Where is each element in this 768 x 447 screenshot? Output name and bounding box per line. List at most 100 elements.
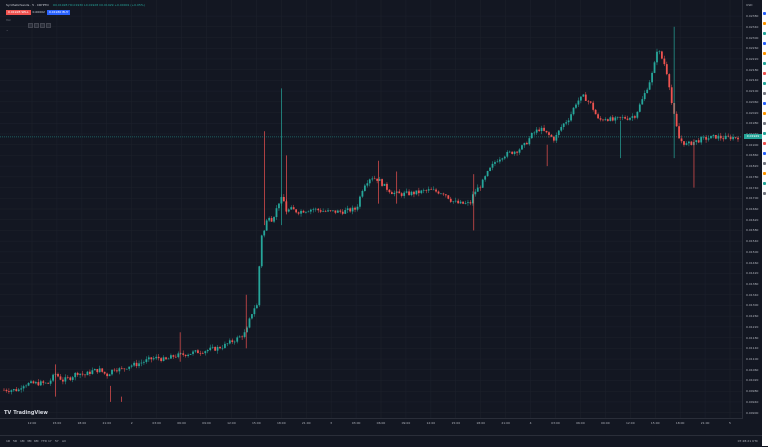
more-icon[interactable] [46,23,51,28]
candle-body [44,382,47,384]
candle-body [420,190,423,194]
collapse-legend-icon[interactable]: ^ [6,29,9,33]
settings-icon[interactable] [34,23,39,28]
candle-body [629,117,631,120]
candle-body [305,211,307,213]
sidebar-tool-icon[interactable] [763,172,766,175]
sidebar-tool-icon[interactable] [763,82,766,85]
y-tick-label: 0.02260 [746,46,759,51]
candle-body [690,141,693,146]
sidebar-tool-icon[interactable] [763,132,766,135]
sidebar-tool-icon[interactable] [763,72,766,75]
sidebar-tool-icon[interactable] [763,52,766,55]
candle-body [624,117,626,119]
chart-canvas[interactable] [0,0,742,418]
range-button-ytd[interactable]: YTD [41,439,47,443]
sidebar-tool-icon[interactable] [763,112,766,115]
sidebar-tool-icon[interactable] [763,162,766,165]
candle-body [192,351,194,354]
sidebar-tool-icon[interactable] [763,122,766,125]
candle-body [91,370,94,374]
candle-body [356,206,359,210]
y-tick-label: 0.01420 [746,271,759,276]
tradingview-logo[interactable]: TV TradingView [4,410,48,416]
candle-body [538,129,541,132]
candle-body [403,192,406,196]
range-button-1d[interactable]: 1D [6,439,11,443]
candle-body [700,137,703,143]
candle-body [457,200,460,204]
sidebar-tool-icon[interactable] [763,192,766,195]
candle-body [565,122,568,124]
y-tick-label: 0.00980 [746,389,759,394]
buy-button[interactable]: 0.01930 BUY [46,10,71,15]
time-scale[interactable]: 12:00 15:00 18:00 21:00 2 03:00 06:00 09:00 12:0… [0,419,742,429]
candle-body [108,374,111,377]
x-tick-label: 06:00 [576,421,585,425]
candle-body [535,129,538,133]
candle-body [675,113,678,127]
eye-icon[interactable] [28,23,33,28]
range-button-1m[interactable]: 1M [20,439,25,443]
close-icon[interactable] [40,23,45,28]
price-scale-currency[interactable]: USD [746,3,753,7]
range-button-1y[interactable]: 1Y [48,439,52,443]
range-button-5y[interactable]: 5Y [55,439,59,443]
candle-body [324,211,327,212]
candle-body [329,210,332,211]
range-button-3m[interactable]: 3M [27,439,32,443]
candle-body [15,389,18,392]
candle-body [496,161,499,163]
candle-body [415,190,418,195]
x-tick-label: 15:00 [451,421,461,425]
sell-button[interactable]: 0.01928 SELL [6,10,31,15]
x-tick-label: 21:00 [501,421,510,425]
sidebar-tool-icon[interactable] [763,92,766,95]
ohlc-readout: O0.01928 H0.01930 L0.01928 C0.01929 +0.0… [52,3,145,7]
candle-body [619,116,622,118]
candle-body [552,136,555,141]
candle-body [292,207,295,210]
x-tick-label: 12:00 [426,421,436,425]
candle-body [263,230,266,236]
sidebar-tool-icon[interactable] [763,42,766,45]
sidebar-tool-icon[interactable] [763,12,766,15]
range-button-5d[interactable]: 5D [13,439,18,443]
candle-body [150,357,153,360]
candle-body [354,207,356,210]
clock-readout[interactable]: 07:28:21 UTC [737,439,758,443]
sidebar-tool-icon[interactable] [763,22,766,25]
candle-body [327,210,329,212]
sidebar-tool-icon[interactable] [763,102,766,105]
price-scale[interactable]: USD 0.02380 0.02340 0.02300 0.02260 0.02220 0… [744,0,762,418]
x-tick-label: 2 [130,421,133,425]
sidebar-tool-icon[interactable] [763,62,766,65]
sidebar-tool-icon[interactable] [763,152,766,155]
candle-body [651,72,653,83]
candle-body [228,340,231,344]
tradingview-logo-text: TradingView [13,410,48,416]
chart-pane[interactable] [0,0,743,419]
symbol-title[interactable]: SyntheticSands · 5 · CRYPTO [6,3,49,7]
sidebar-tool-icon[interactable] [763,182,766,185]
candle-body [140,362,143,364]
range-button-all[interactable]: All [62,439,66,443]
candle-body [599,118,602,120]
candle-body [295,209,298,213]
y-tick-label: 0.01460 [746,260,759,265]
y-tick-label: 0.01700 [746,196,759,201]
candle-body [116,370,118,372]
x-tick-label: 18:00 [276,421,286,425]
candle-body [413,191,415,195]
sidebar-tool-icon[interactable] [763,142,766,145]
range-button-6m[interactable]: 6M [34,439,39,443]
candle-body [307,211,310,213]
sidebar-tool-icon[interactable] [763,32,766,35]
candle-body [37,382,40,386]
candle-body [425,190,428,191]
candle-body [106,373,109,377]
legend-header: SyntheticSands · 5 · CRYPTO O0.01928 H0.… [6,3,148,7]
y-tick-label: 0.01940 [746,132,758,136]
volume-legend[interactable]: Vol [6,18,11,22]
candle-body [530,132,533,139]
